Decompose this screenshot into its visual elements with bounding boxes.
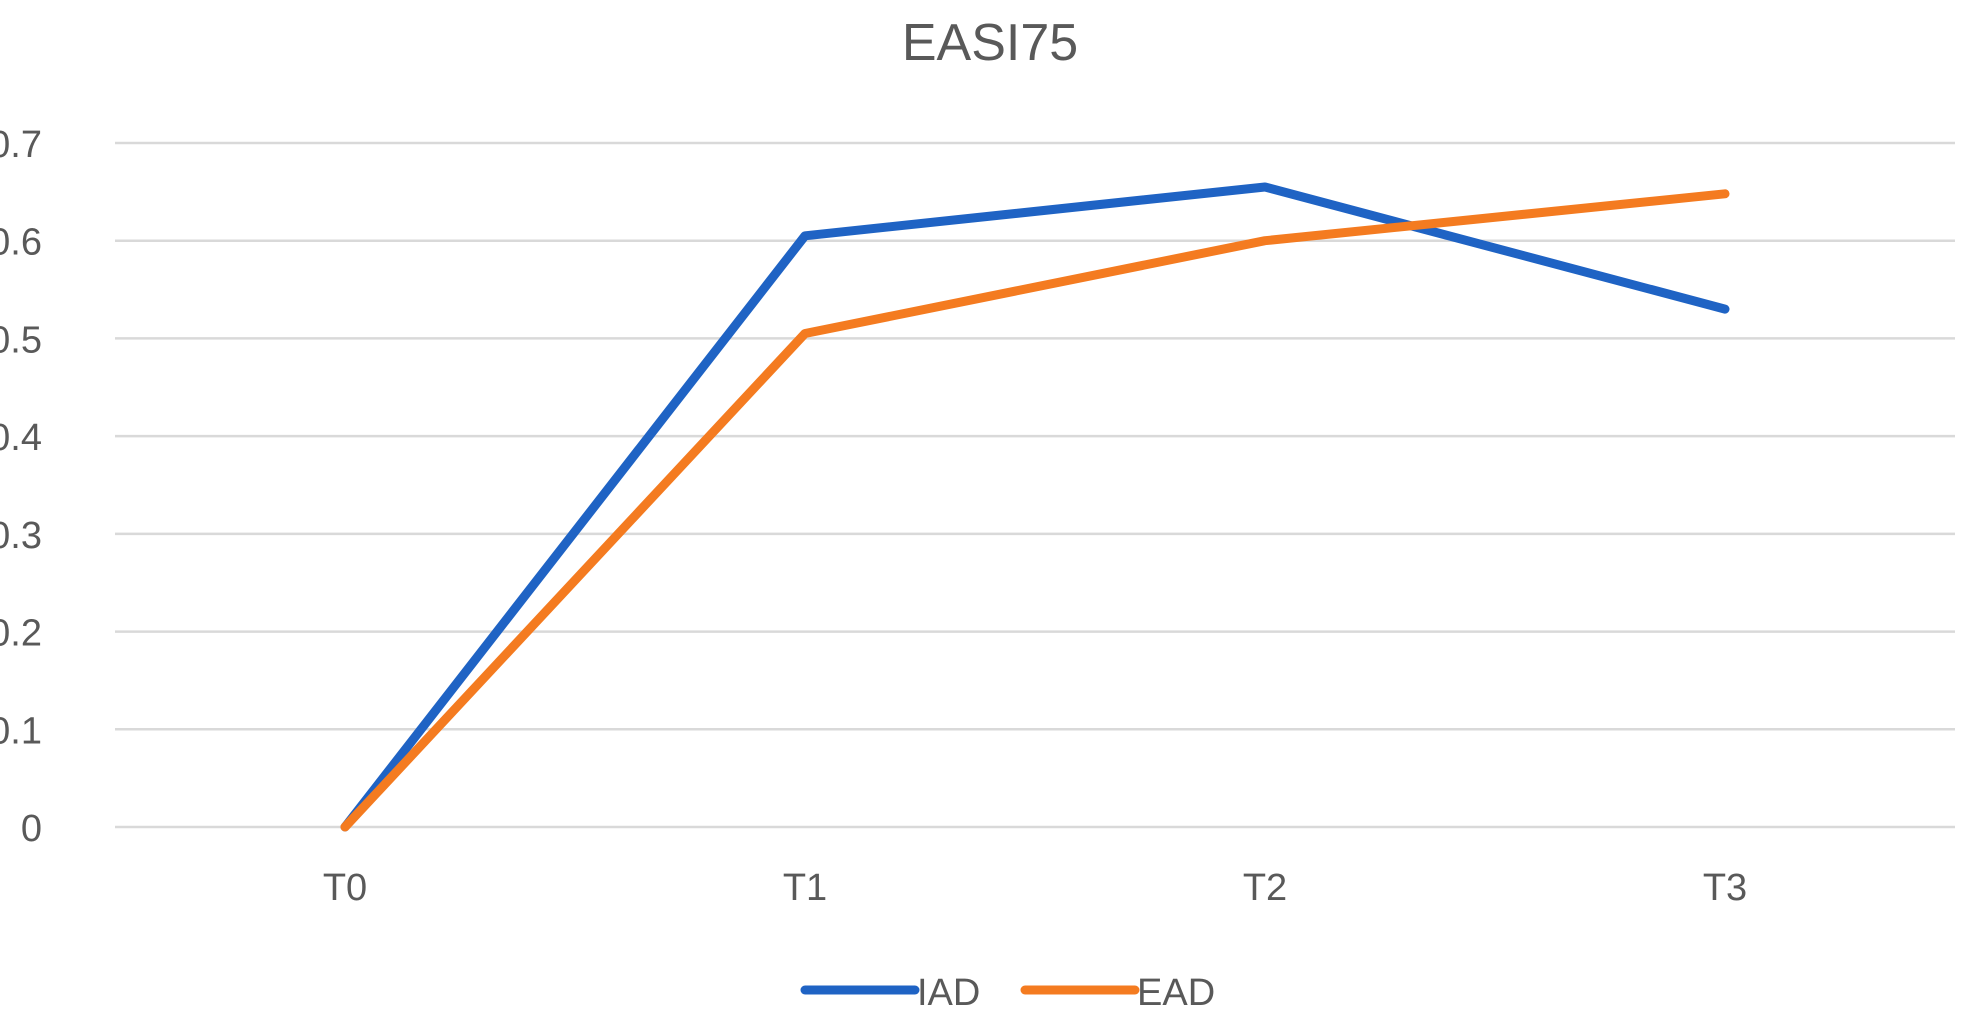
- series-line-iad: [340, 182, 1730, 832]
- y-tick-label: 0.6: [0, 222, 42, 264]
- y-tick-label: 0: [21, 808, 42, 850]
- legend-label: EAD: [1137, 972, 1215, 1014]
- y-axis-ticks: 0 0.1 0.2 0.3 0.4 0.5 0.6 0.7: [0, 124, 42, 850]
- legend-item-ead: EAD: [1020, 972, 1215, 1014]
- legend-label: IAD: [917, 972, 980, 1014]
- series-line-ead: [340, 189, 1730, 832]
- legend: IAD EAD: [800, 972, 1215, 1014]
- x-axis-ticks: T0 T1 T2 T3: [323, 867, 1747, 909]
- y-tick-label: 0.1: [0, 710, 42, 752]
- x-tick-label: T0: [323, 867, 367, 909]
- chart-title: EASI75: [902, 14, 1078, 72]
- y-tick-label: 0.5: [0, 319, 42, 361]
- x-tick-label: T1: [783, 867, 827, 909]
- series-lines: [340, 182, 1730, 832]
- y-tick-label: 0.2: [0, 613, 42, 655]
- y-tick-label: 0.4: [0, 417, 42, 459]
- gridlines: [115, 141, 1955, 829]
- x-tick-label: T3: [1703, 867, 1747, 909]
- legend-item-iad: IAD: [800, 972, 980, 1014]
- x-tick-label: T2: [1243, 867, 1287, 909]
- y-tick-label: 0.3: [0, 515, 42, 557]
- y-tick-label: 0.7: [0, 124, 42, 166]
